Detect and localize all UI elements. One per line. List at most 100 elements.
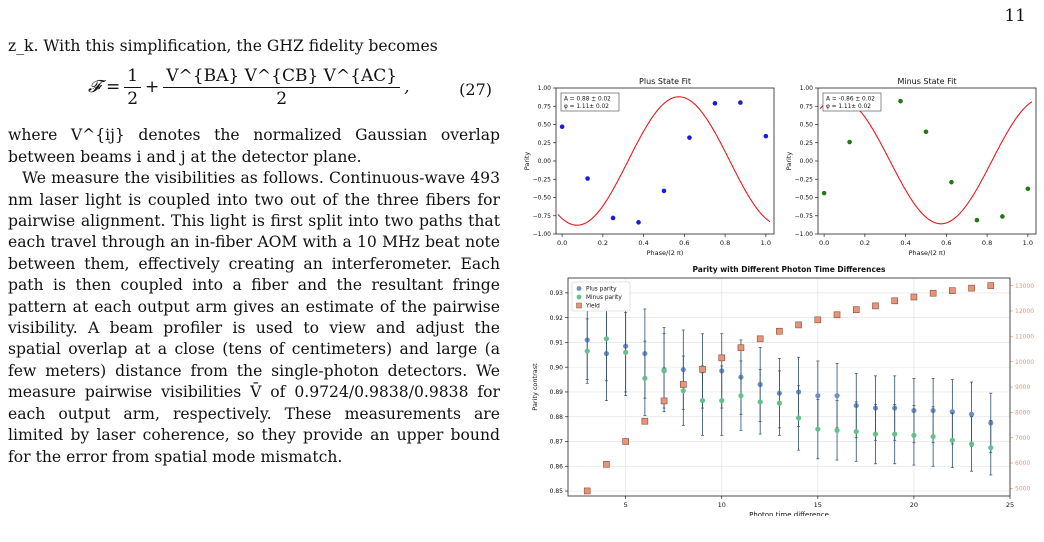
y-tick-label: 0.75 — [538, 103, 552, 110]
data-point — [949, 179, 954, 185]
minus-parity-point — [968, 441, 975, 447]
y-tick-label: −0.25 — [533, 176, 552, 183]
data-point — [898, 98, 903, 104]
legend-marker-minus — [576, 294, 582, 300]
y2-tick-label: 8000 — [1015, 410, 1030, 417]
minus-parity-point — [603, 336, 610, 342]
y-tick-label: −0.50 — [533, 195, 552, 202]
y-tick-label: 0.93 — [550, 290, 564, 297]
data-point — [712, 101, 718, 106]
data-point — [1025, 186, 1031, 192]
x-tick-label: 0.6 — [941, 239, 951, 247]
paragraph-visibility-method: We measure the visibilities as follows. … — [8, 169, 500, 466]
minus-parity-point — [757, 399, 763, 405]
minus-parity-point — [623, 349, 629, 355]
minus-parity-point — [911, 432, 917, 438]
annotation-box — [560, 92, 620, 112]
y-tick-label: 0.88 — [550, 414, 564, 421]
equation-visibility-product: V^{BA} V^{CB} V^{AC} 2 — [163, 65, 401, 110]
data-point — [821, 190, 827, 196]
frac1-numerator: 1 — [124, 65, 142, 89]
x-tick-label: 0.0 — [557, 239, 567, 247]
y-tick-label: −1.00 — [533, 231, 552, 238]
x-tick-label: 25 — [1006, 501, 1014, 509]
yield-point — [718, 354, 726, 362]
plus-parity-point — [834, 393, 840, 399]
photon-time-parity-chart: Parity with Different Photon Time Differ… — [531, 265, 1034, 516]
y2-tick-label: 13000 — [1015, 283, 1034, 290]
y-tick-label: −0.75 — [533, 213, 552, 220]
fit-curve — [819, 97, 1033, 225]
data-point — [847, 139, 852, 145]
yield-point — [795, 321, 802, 329]
y-tick-label: 0.85 — [550, 488, 564, 495]
yield-point — [603, 461, 610, 468]
y-tick-label: 0.50 — [800, 122, 814, 129]
x-tick-label: 1.0 — [761, 239, 771, 247]
data-point — [1000, 214, 1005, 219]
y2-tick-label: 6000 — [1015, 460, 1030, 467]
equation-comma: , — [404, 77, 410, 98]
x-tick-label: 15 — [814, 501, 822, 509]
x-tick-label: 0.2 — [860, 239, 870, 247]
equation-lhs: 𝓕 = — [88, 77, 121, 98]
page-number: 11 — [1004, 6, 1026, 26]
y-tick-label: 1.00 — [800, 85, 814, 92]
paragraph-intro: z_k. With this simplification, the GHZ f… — [8, 37, 438, 55]
x-tick-label: 0.4 — [638, 239, 648, 247]
yield-point — [929, 289, 937, 297]
yield-point — [891, 297, 898, 305]
legend-marker-plus — [576, 286, 582, 291]
minus-parity-point — [834, 427, 840, 433]
minus-state-fit-chart: Minus State Fit 0.0 0.2 0.4 0.6 0.8 1.0 1.00 0.7… — [785, 78, 1037, 256]
x-axis-label: Phase/(2 π) — [647, 249, 684, 256]
y-tick-label: 1.00 — [538, 85, 552, 92]
y2-tick-label: 12000 — [1015, 308, 1034, 315]
yield-point — [949, 287, 956, 294]
y-tick-label: 0.75 — [800, 103, 814, 110]
x-tick-label: 0.0 — [819, 239, 829, 247]
minus-parity-point — [661, 368, 667, 374]
equation-plus: + — [145, 77, 160, 98]
x-tick-label: 0.6 — [679, 239, 689, 247]
yield-point — [660, 397, 668, 405]
x-tick-label: 1.0 — [1023, 239, 1033, 247]
legend-label: Plus parity — [586, 287, 617, 293]
chart-title: Plus State Fit — [639, 78, 691, 86]
data-point — [974, 217, 980, 223]
plus-parity-point — [968, 411, 975, 417]
yield-point — [852, 306, 860, 313]
legend-label: Minus parity — [586, 295, 622, 301]
minus-parity-point — [815, 426, 821, 432]
minus-parity-point — [930, 433, 936, 440]
frac1-denominator: 2 — [127, 89, 139, 110]
body-text-column: z_k. With this simplification, the GHZ f… — [8, 36, 500, 468]
y2-tick-label: 11000 — [1015, 334, 1034, 341]
equation-number: (27) — [459, 80, 492, 100]
y-axis-label: Parity — [523, 152, 531, 171]
y-tick-label: 0.92 — [550, 315, 564, 322]
yield-point — [641, 417, 649, 425]
data-point — [559, 124, 565, 129]
yield-point — [814, 316, 822, 324]
yield-point — [968, 284, 975, 292]
yield-point — [737, 344, 745, 352]
y-tick-label: 0.00 — [800, 158, 814, 165]
data-point — [610, 215, 616, 221]
chart-title: Parity with Different Photon Time Differ… — [693, 265, 887, 274]
data-point — [661, 188, 667, 194]
y-tick-label: 0.25 — [538, 140, 552, 147]
yield-point — [987, 282, 995, 289]
data-point — [923, 129, 929, 135]
y-tick-label: −0.75 — [795, 213, 814, 220]
yield-point — [583, 487, 591, 495]
x-tick-label: 0.2 — [598, 239, 608, 247]
y2-tick-label: 9000 — [1015, 384, 1030, 391]
minus-parity-point — [796, 415, 802, 421]
minus-parity-point — [892, 431, 898, 437]
y-tick-label: 0.90 — [550, 364, 564, 371]
annotation-amplitude: A = -0.86 ± 0.02 — [826, 97, 875, 103]
x-tick-label: 10 — [718, 501, 726, 509]
data-point — [636, 220, 641, 225]
frac2-numerator: V^{BA} V^{CB} V^{AC} — [163, 65, 401, 89]
